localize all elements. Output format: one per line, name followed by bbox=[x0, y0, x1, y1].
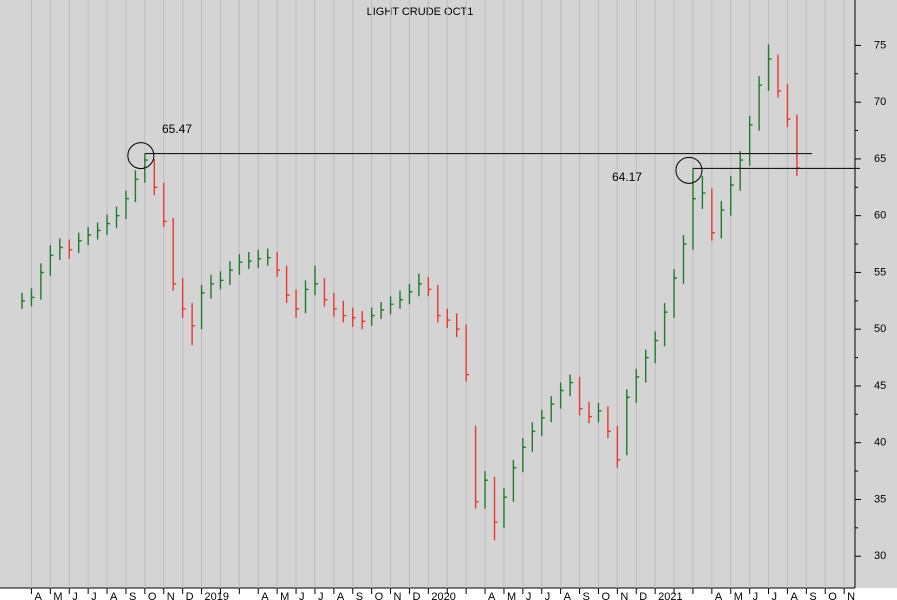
x-tick-label: S bbox=[809, 591, 816, 600]
level-label: 64.17 bbox=[612, 170, 642, 184]
x-tick-label: N bbox=[394, 591, 402, 600]
y-tick-label: 30 bbox=[874, 550, 886, 562]
x-tick-label: A bbox=[337, 591, 345, 600]
x-tick-label: J bbox=[91, 591, 97, 600]
y-tick-label: 55 bbox=[874, 266, 886, 278]
x-tick-label: A bbox=[488, 591, 496, 600]
chart-title: LIGHT CRUDE OCT1 bbox=[367, 6, 474, 18]
x-tick-label: A bbox=[790, 591, 798, 600]
x-tick-label: J bbox=[753, 591, 759, 600]
x-tick-label: N bbox=[620, 591, 628, 600]
x-tick-label: J bbox=[545, 591, 551, 600]
x-tick-label: M bbox=[507, 591, 516, 600]
level-label: 65.47 bbox=[162, 122, 192, 136]
x-tick-label: D bbox=[186, 591, 194, 600]
x-tick-label: N bbox=[847, 591, 855, 600]
x-tick-label: M bbox=[280, 591, 289, 600]
x-tick-label: 2019 bbox=[205, 591, 229, 600]
x-tick-label: N bbox=[167, 591, 175, 600]
axis-strip bbox=[0, 588, 897, 600]
x-tick-label: J bbox=[772, 591, 778, 600]
x-tick-label: S bbox=[356, 591, 363, 600]
y-tick-label: 50 bbox=[874, 323, 886, 335]
x-tick-label: 2021 bbox=[658, 591, 682, 600]
y-tick-label: 60 bbox=[874, 210, 886, 222]
x-tick-label: A bbox=[110, 591, 118, 600]
level-circle bbox=[127, 142, 155, 170]
x-tick-label: J bbox=[299, 591, 305, 600]
x-tick-label: O bbox=[828, 591, 837, 600]
x-tick-label: A bbox=[34, 591, 42, 600]
x-tick-label: S bbox=[129, 591, 136, 600]
x-tick-label: 2020 bbox=[431, 591, 455, 600]
x-tick-label: J bbox=[526, 591, 532, 600]
x-tick-label: A bbox=[261, 591, 269, 600]
x-tick-label: A bbox=[564, 591, 572, 600]
y-tick-label: 35 bbox=[874, 493, 886, 505]
y-tick-label: 70 bbox=[874, 96, 886, 108]
x-tick-label: O bbox=[375, 591, 384, 600]
x-tick-label: O bbox=[601, 591, 610, 600]
x-tick-label: O bbox=[148, 591, 157, 600]
y-tick-label: 45 bbox=[874, 380, 886, 392]
x-tick-label: M bbox=[53, 591, 62, 600]
level-circle bbox=[675, 156, 703, 184]
x-tick-label: D bbox=[639, 591, 647, 600]
x-tick-label: S bbox=[583, 591, 590, 600]
x-tick-label: J bbox=[72, 591, 78, 600]
y-tick-label: 75 bbox=[874, 39, 886, 51]
x-tick-label: M bbox=[734, 591, 743, 600]
x-tick-label: A bbox=[715, 591, 723, 600]
x-tick-label: D bbox=[412, 591, 420, 600]
y-tick-label: 40 bbox=[874, 437, 886, 449]
y-tick-label: 65 bbox=[874, 153, 886, 165]
x-tick-label: J bbox=[318, 591, 324, 600]
